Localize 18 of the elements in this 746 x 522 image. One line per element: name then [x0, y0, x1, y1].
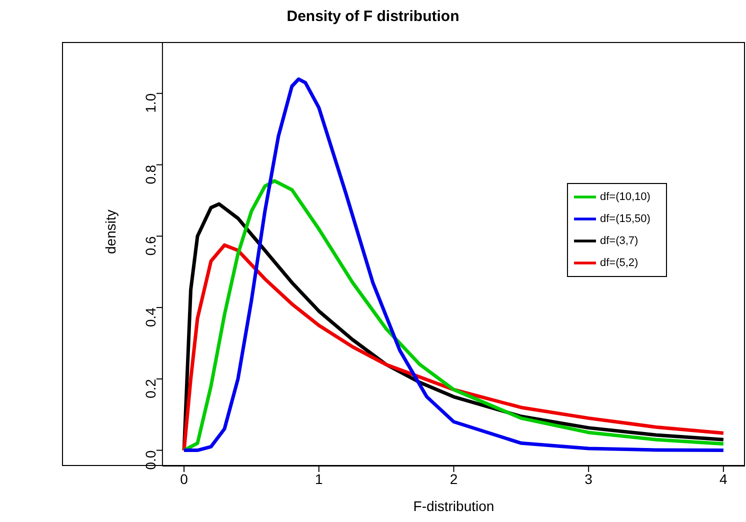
x-axis-title: F-distribution: [413, 498, 494, 514]
y-tick-label: 0.8: [142, 164, 158, 184]
y-axis-title: density: [102, 210, 118, 254]
legend-label: df=(15,50): [600, 212, 650, 225]
legend-label: df=(10,10): [600, 190, 650, 203]
y-tick-label: 1.0: [142, 93, 158, 113]
x-tick-label: 1: [314, 470, 323, 487]
y-tick-label: 0.4: [142, 307, 158, 328]
chart-title: Density of F distribution: [286, 8, 460, 25]
y-tick-label: 0.6: [142, 236, 158, 256]
y-tick-label: 0.0: [142, 450, 158, 470]
legend-label: df=(5,2): [600, 256, 638, 269]
x-tick-label: 4: [720, 470, 728, 487]
x-tick-label: 0: [180, 470, 188, 487]
y-tick-label: 0.2: [142, 378, 158, 398]
x-tick-label: 2: [450, 470, 458, 487]
x-tick-label: 3: [584, 470, 593, 487]
legend-label: df=(3,7): [600, 234, 638, 247]
